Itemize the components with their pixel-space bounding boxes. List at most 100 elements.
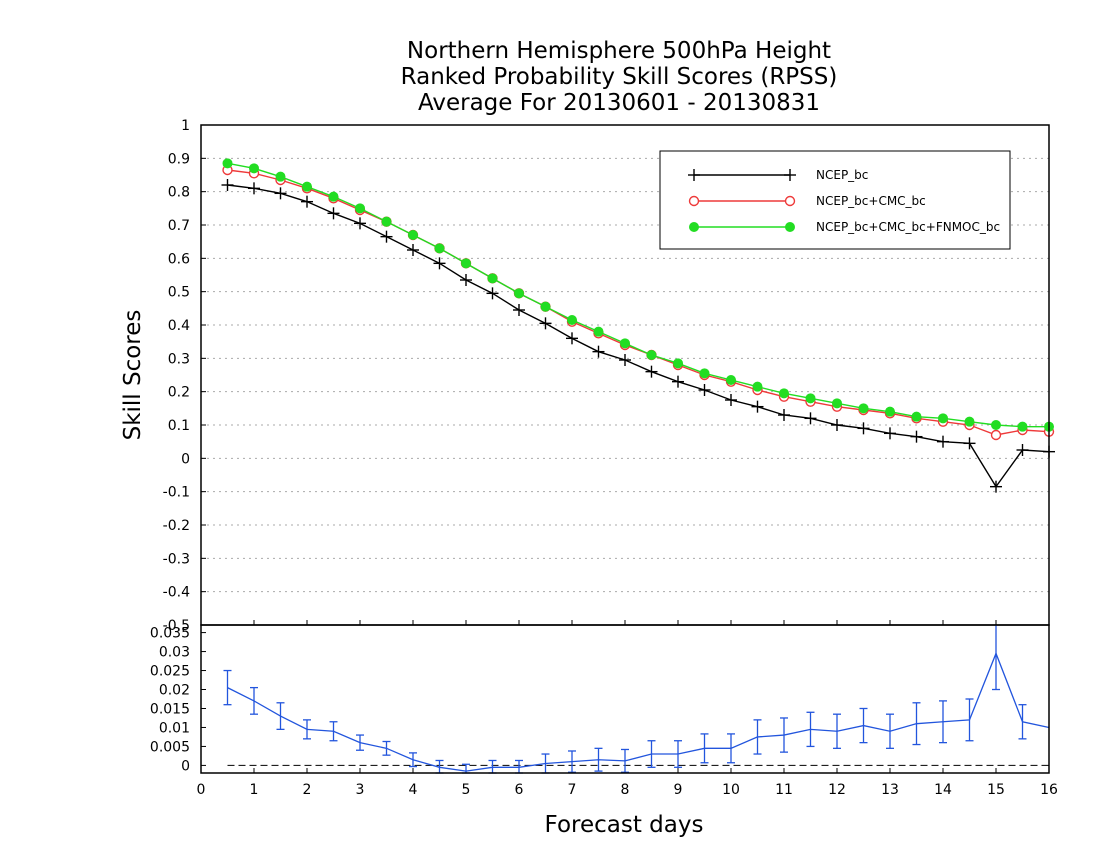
data-point-filled-circle (964, 416, 975, 427)
data-point-plus (380, 230, 393, 243)
data-point-filled-circle (514, 288, 524, 299)
bottom-panel-frame (200, 624, 1050, 774)
y-tick-label-top: 0 (181, 451, 190, 467)
y-tick-label-bottom: 0.035 (150, 626, 190, 642)
data-point-plus (354, 217, 366, 230)
difference-line (227, 651, 1050, 772)
data-point-open-circle (990, 429, 1002, 441)
data-point-plus (1016, 444, 1029, 456)
y-tick-label-top: 0.7 (168, 218, 190, 234)
y-tick-label-bottom: 0.02 (159, 683, 190, 699)
data-point-filled-circle (726, 375, 736, 385)
title-line-1: Northern Hemisphere 500hPa Height (407, 38, 831, 64)
data-point-filled-circle (911, 411, 922, 422)
data-point-filled-circle (381, 216, 392, 227)
legend: NCEP_bc NCEP_bc+CMC_bc NCEP_bc+CMC_bc+FNMO… (659, 150, 1011, 250)
data-point-plus (566, 332, 578, 345)
data-point-plus (592, 345, 605, 358)
data-point-filled-circle (620, 338, 630, 349)
y-tick-label-top: 0.2 (168, 385, 190, 401)
data-point-filled-circle (593, 326, 604, 337)
y-tick-label-top: 0.8 (168, 185, 190, 201)
legend-label-0: NCEP_bc (816, 168, 868, 182)
data-point-plus (513, 304, 525, 316)
error-bar (382, 740, 391, 756)
y-tick-label-top: 0.6 (168, 251, 190, 267)
error-bar (621, 748, 629, 773)
x-tick-label: 5 (462, 782, 471, 798)
y-tick-label-bottom: 0 (181, 758, 190, 774)
data-point-filled-circle (408, 230, 418, 240)
error-bar (674, 740, 682, 768)
data-point-plus (301, 195, 313, 208)
data-point-plus (274, 187, 287, 200)
data-point-plus (672, 375, 684, 388)
error-bar (833, 713, 841, 749)
data-point-filled-circle (1017, 421, 1028, 432)
error-bar (329, 721, 338, 742)
data-point-plus (778, 409, 790, 421)
top-panel: 1 0.9 0.8 0.7 0.6 0.5 0.4 0.3 0.2 0.1 0 -0.1 -0.2 -0.… (163, 118, 1055, 634)
data-point-plus (857, 422, 870, 435)
y-tick-label-top: 1 (181, 118, 190, 134)
x-tick-label: 12 (828, 782, 846, 798)
y-tick-label-top: -0.2 (163, 518, 190, 534)
legend-marker-open-circle (688, 195, 700, 207)
y-tick-label-top: 0.4 (168, 318, 190, 334)
chart-title: Northern Hemisphere 500hPa Height Ranked… (401, 38, 838, 116)
error-bar (303, 719, 311, 740)
data-point-filled-circle (275, 171, 286, 182)
error-bar (409, 752, 417, 768)
error-bar (780, 717, 788, 753)
data-point-plus (460, 274, 472, 286)
data-point-filled-circle (858, 403, 869, 414)
data-point-filled-circle (646, 350, 657, 360)
title-line-2: Ranked Probability Skill Scores (RPSS) (401, 64, 838, 90)
error-bar (992, 625, 1000, 691)
data-point-filled-circle (779, 388, 789, 399)
legend-label-1: NCEP_bc+CMC_bc (816, 194, 926, 208)
data-point-filled-circle (805, 393, 816, 404)
error-bar (356, 734, 364, 751)
x-tick-label: 10 (722, 782, 740, 798)
y-tick-label-top: -0.4 (163, 585, 190, 601)
data-point-plus (698, 384, 711, 396)
x-tick-label: 3 (356, 782, 365, 798)
y-tick-label-top: 0.9 (168, 151, 190, 167)
data-point-filled-circle (355, 203, 365, 214)
y-axis-title: Skill Scores (120, 310, 146, 441)
data-point-plus (751, 400, 764, 413)
data-point-filled-circle (434, 243, 445, 254)
error-bar (965, 698, 974, 742)
data-point-filled-circle (567, 315, 577, 325)
y-tick-label-top: -0.3 (163, 551, 190, 567)
x-tick-label: 7 (568, 782, 577, 798)
data-point-plus (248, 182, 260, 195)
legend-marker-filled-circle (689, 222, 699, 232)
error-bar (594, 747, 603, 772)
legend-marker-filled-circle (785, 222, 795, 232)
x-tick-label: 2 (303, 782, 312, 798)
data-point-plus (725, 394, 737, 406)
error-bar (753, 719, 762, 755)
data-point-filled-circle (540, 301, 551, 312)
x-tick-label: 16 (1040, 782, 1058, 798)
data-point-plus (884, 427, 896, 440)
x-tick-label: 11 (775, 782, 793, 798)
data-point-filled-circle (222, 158, 233, 169)
data-point-plus (804, 412, 817, 425)
error-bar (223, 669, 232, 706)
data-point-plus (327, 207, 340, 220)
y-tick-label-bottom: 0.025 (150, 664, 190, 680)
legend-label-2: NCEP_bc+CMC_bc+FNMOC_bc (816, 220, 1000, 234)
y-tick-label-bottom: 0.03 (159, 645, 190, 661)
x-tick-label: 15 (987, 782, 1005, 798)
data-point-filled-circle (991, 420, 1001, 430)
data-point-filled-circle (832, 398, 842, 409)
data-point-plus (433, 257, 446, 270)
data-point-plus (937, 435, 949, 448)
data-point-plus (963, 437, 976, 450)
data-point-filled-circle (249, 163, 259, 174)
y-tick-label-top: -0.1 (163, 485, 190, 501)
data-point-plus (407, 244, 419, 256)
